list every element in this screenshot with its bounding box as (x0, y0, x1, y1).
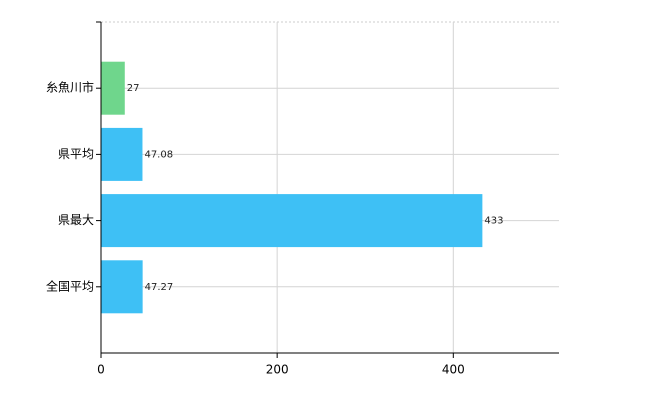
y-tick-label: 県平均 (58, 147, 94, 161)
bar (101, 127, 143, 181)
y-tick-label: 糸魚川市 (46, 80, 94, 95)
y-tick-label: 県最大 (58, 213, 94, 227)
x-tick-label: 200 (266, 363, 289, 377)
value-label: 47.08 (144, 149, 173, 160)
x-tick-label: 0 (97, 363, 105, 377)
bar (101, 260, 143, 314)
y-tick-label: 全国平均 (46, 278, 94, 293)
bar (101, 194, 483, 248)
value-label: 433 (484, 216, 503, 227)
value-label: 27 (127, 83, 140, 94)
bar (101, 61, 125, 115)
x-tick-label: 400 (442, 363, 465, 377)
value-label: 47.27 (145, 282, 174, 293)
